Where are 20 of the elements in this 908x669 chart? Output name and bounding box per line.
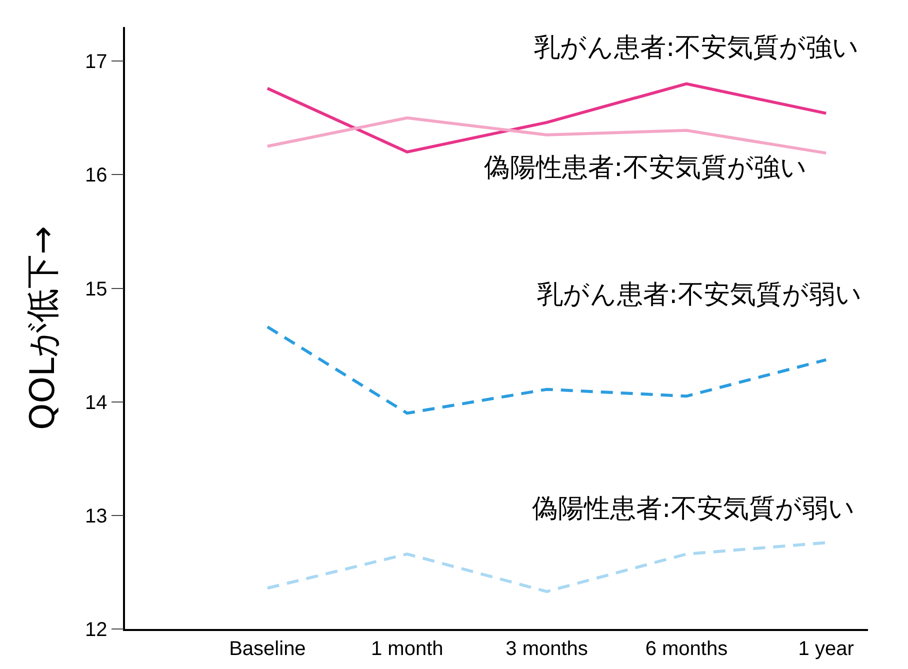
y-axis-title: QOLが低下→ bbox=[23, 226, 64, 430]
y-tick-label: 12 bbox=[85, 619, 108, 641]
y-tick-label: 15 bbox=[85, 278, 108, 300]
series-label: 乳がん患者:不安気質が強い bbox=[534, 33, 859, 63]
line-series bbox=[266, 325, 828, 415]
y-tick-label: 16 bbox=[85, 164, 108, 187]
line-series bbox=[266, 541, 828, 594]
x-tick-label: 1 year bbox=[798, 638, 854, 660]
y-tick-label: 14 bbox=[85, 392, 108, 414]
series-label: 偽陽性患者:不安気質が強い bbox=[484, 153, 807, 183]
x-tick-label: 1 month bbox=[370, 638, 444, 660]
x-tick-label: Baseline bbox=[229, 638, 306, 660]
line-series bbox=[266, 116, 828, 155]
y-tick-label: 17 bbox=[85, 51, 108, 74]
x-tick-label: 3 months bbox=[506, 638, 588, 660]
y-tick-label: 13 bbox=[85, 505, 108, 528]
line-series bbox=[266, 82, 828, 154]
series-label: 偽陽性患者:不安気質が弱い bbox=[532, 494, 855, 524]
x-tick-label: 6 months bbox=[645, 638, 728, 660]
text: 乳がん患者:不安気質が弱い bbox=[537, 280, 862, 310]
